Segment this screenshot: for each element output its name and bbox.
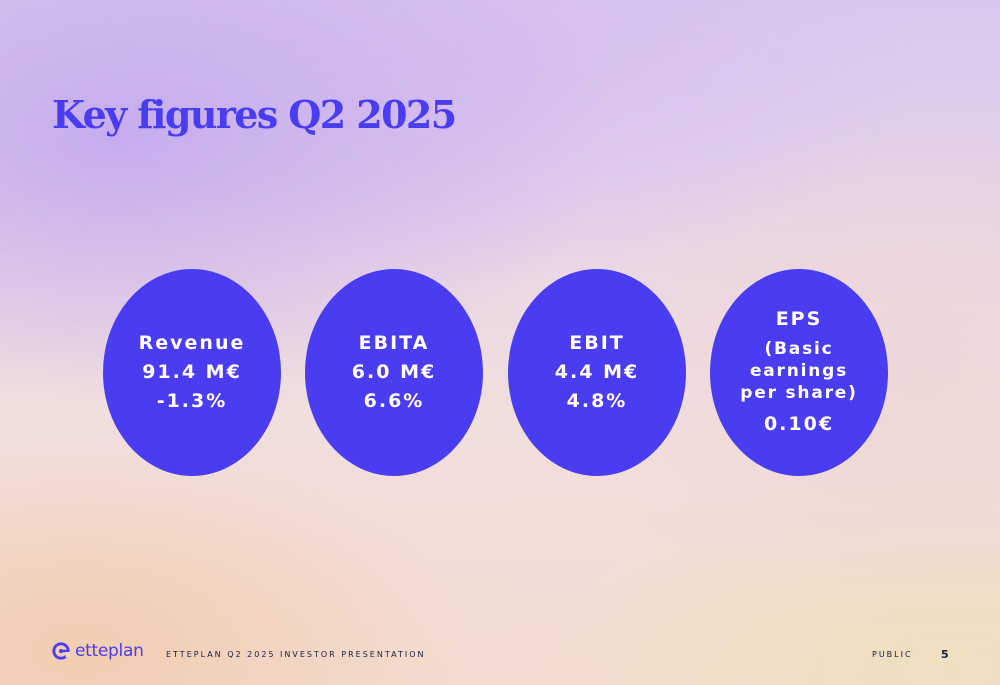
ebita-value: 6.0 M€ [351,361,437,383]
eps-label: EPS [775,308,823,330]
eps-figure: EPS (Basic earnings per share) 0.10€ [710,269,888,476]
revenue-figure: Revenue 91.4 M€ -1.3% [103,269,281,476]
presentation-title: ETTEPLAN Q2 2025 INVESTOR PRESENTATION [166,650,426,659]
eps-value: 0.10€ [763,413,835,435]
ebit-figure: EBIT 4.4 M€ 4.8% [508,269,686,476]
eps-description-line: earnings [749,361,849,381]
ebit-label: EBIT [569,332,625,354]
revenue-label: Revenue [138,332,246,354]
revenue-change: -1.3% [156,390,228,412]
etteplan-logo: etteplan [52,641,144,661]
slide-title: Key figures Q2 2025 [52,92,457,137]
etteplan-logo-icon [52,642,70,660]
classification-label: PUBLIC [872,650,913,659]
eps-description-line: per share) [740,383,858,403]
logo-wordmark: etteplan [75,641,144,661]
ebita-figure: EBITA 6.0 M€ 6.6% [305,269,483,476]
ebit-change: 4.8% [566,390,628,412]
eps-description-line: (Basic [764,339,834,359]
ebita-change: 6.6% [363,390,425,412]
revenue-value: 91.4 M€ [142,361,242,383]
page-number: 5 [941,648,949,661]
ebita-label: EBITA [358,332,430,354]
ebit-value: 4.4 M€ [554,361,640,383]
